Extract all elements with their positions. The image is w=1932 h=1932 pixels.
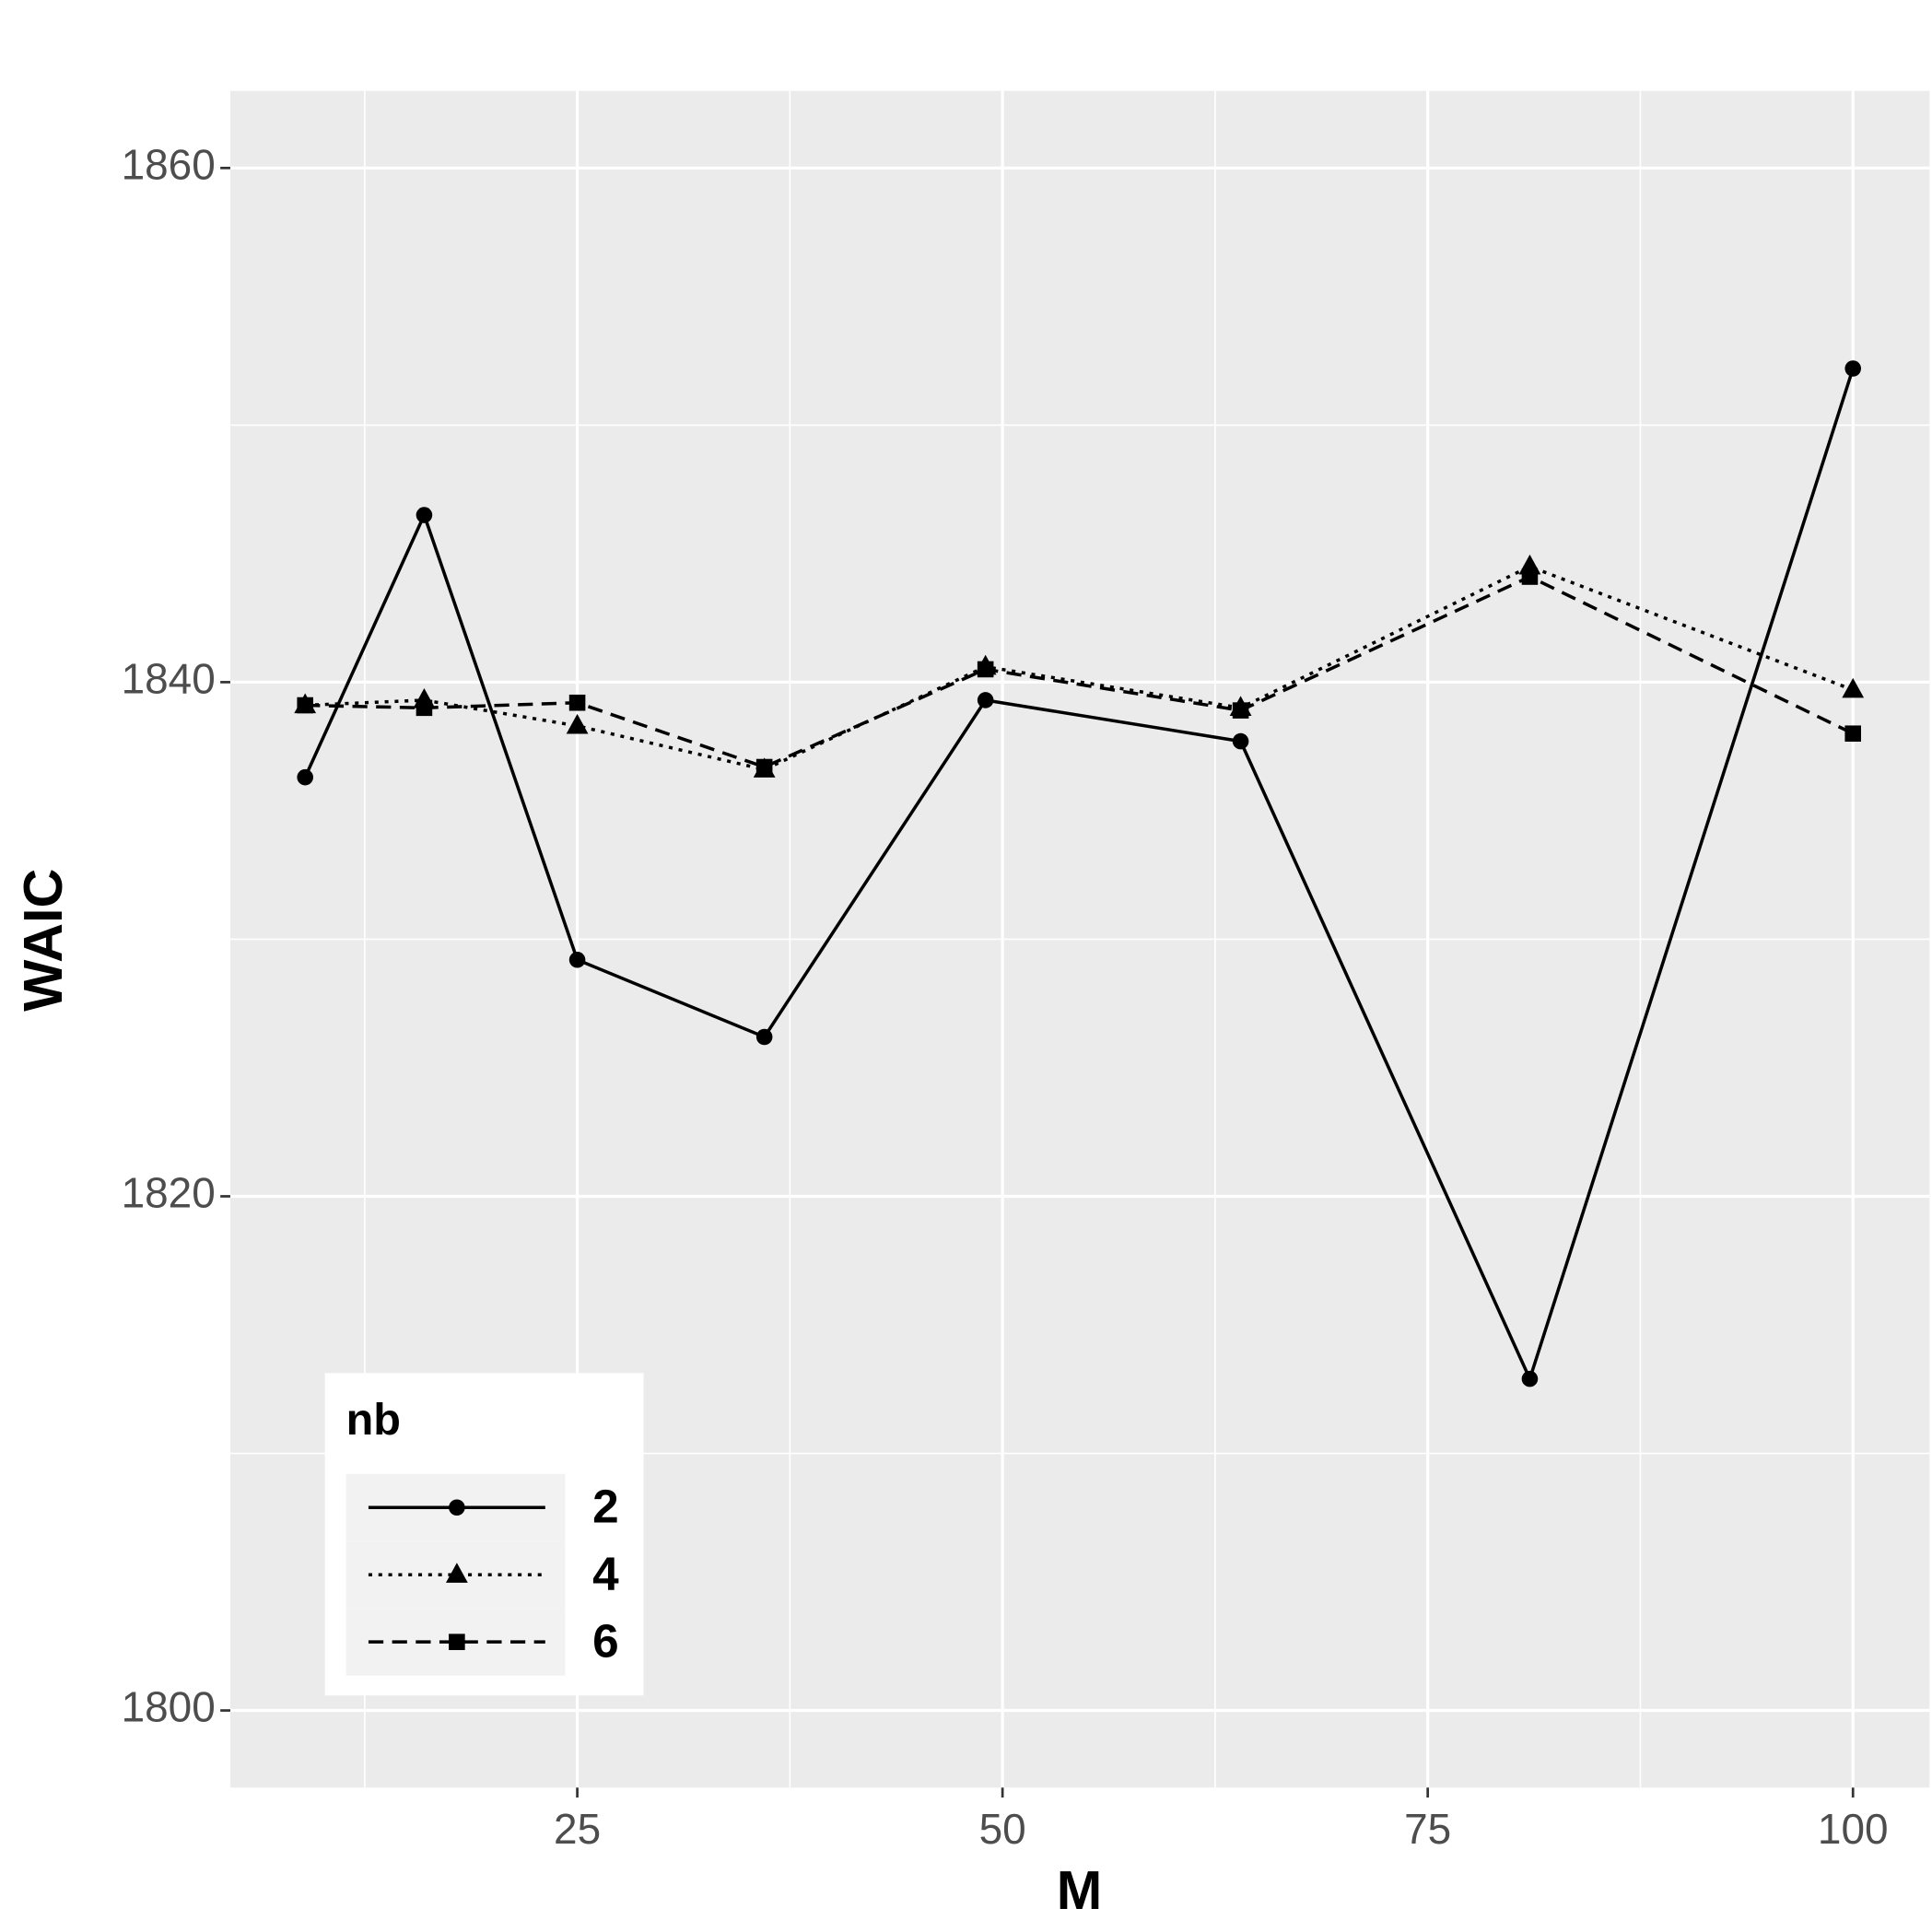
point <box>297 768 313 786</box>
y-tick-label: 1800 <box>122 1683 216 1731</box>
point <box>755 1028 773 1046</box>
series-line <box>305 564 1854 772</box>
point <box>297 697 313 714</box>
point <box>568 951 586 968</box>
point <box>1844 360 1862 377</box>
point <box>1232 732 1249 750</box>
legend-title: nb <box>346 1395 401 1445</box>
point <box>449 1633 465 1650</box>
legend-label: 4 <box>592 1547 619 1599</box>
x-tick-label: 50 <box>979 1805 1026 1853</box>
point <box>416 507 433 523</box>
x-tick-label: 75 <box>1404 1805 1451 1853</box>
y-tick-label: 1840 <box>122 655 216 703</box>
point <box>566 713 589 734</box>
point <box>416 699 433 717</box>
plot <box>294 360 1865 1388</box>
grid: 25 50 75 100 1800 1820 1840 1860 <box>122 90 1930 1853</box>
series-line <box>303 368 1855 1384</box>
y-tick-label: 1860 <box>122 140 216 188</box>
point <box>445 1563 468 1583</box>
legend-label: 2 <box>592 1481 619 1533</box>
point <box>977 692 994 708</box>
point <box>1232 702 1249 719</box>
point <box>755 758 773 776</box>
point <box>1521 1370 1539 1388</box>
y-tick-label: 1820 <box>122 1169 216 1217</box>
point <box>1521 568 1539 585</box>
x-tick-label: 100 <box>1818 1805 1889 1853</box>
point <box>568 694 586 711</box>
point <box>449 1499 465 1516</box>
legend: nb 2 4 6 <box>324 1373 644 1696</box>
point <box>1842 677 1865 698</box>
x-axis-title: M <box>1057 1859 1103 1921</box>
legend-label: 6 <box>592 1614 619 1667</box>
series-line <box>305 575 1854 769</box>
point <box>1844 725 1862 743</box>
y-axis-title: WAIC <box>12 869 74 1012</box>
x-tick-label: 25 <box>554 1805 601 1853</box>
point <box>977 661 994 678</box>
